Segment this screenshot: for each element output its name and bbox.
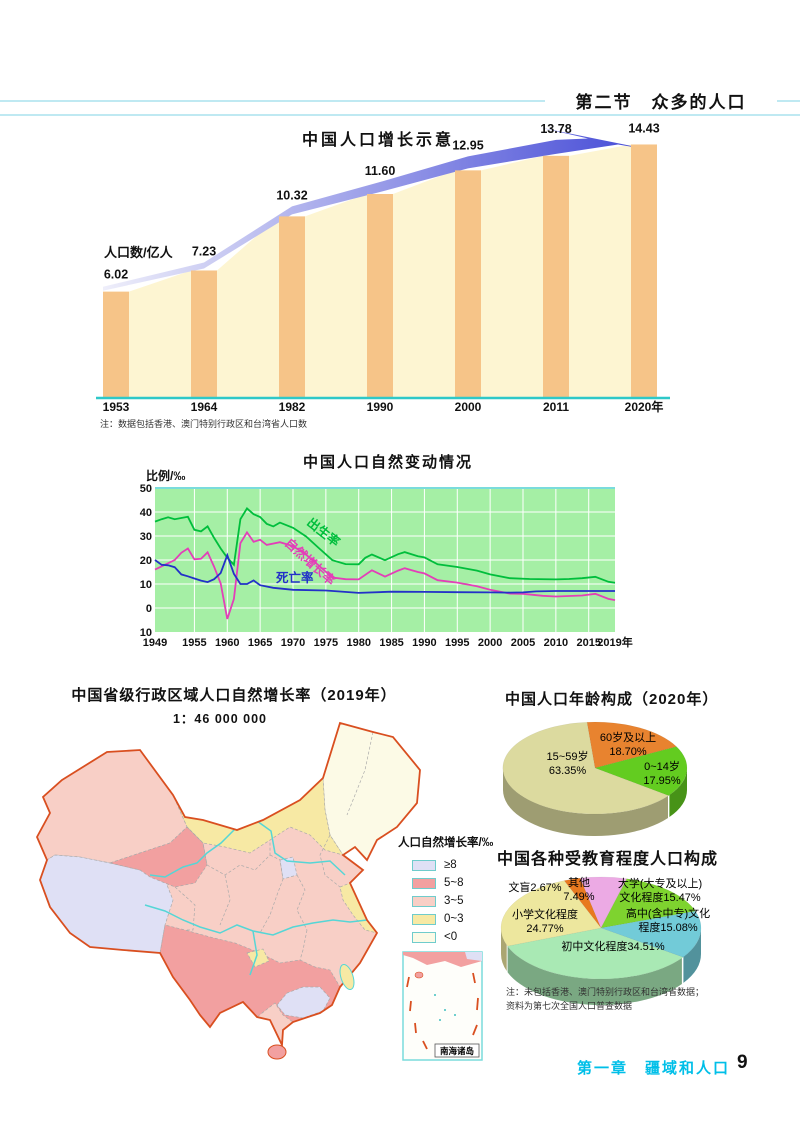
svg-text:1995: 1995 bbox=[445, 637, 469, 649]
svg-text:1955: 1955 bbox=[182, 637, 206, 649]
china-map: 南海诸岛 bbox=[35, 721, 483, 1061]
svg-text:50: 50 bbox=[140, 483, 152, 495]
age-pie-label-0-14: 0~14岁 17.95% bbox=[643, 761, 681, 788]
vital-chart-title: 中国人口自然变动情况 bbox=[302, 454, 473, 471]
legend-swatch-3-5 bbox=[412, 895, 436, 907]
growth-chart-svg: 6.02 1953 7.23 1964 10.32 1982 11.60 1990 12.95 2… bbox=[96, 122, 670, 429]
svg-text:0: 0 bbox=[146, 603, 152, 615]
svg-text:6.02: 6.02 bbox=[104, 268, 128, 282]
edu-pie-label-middleschool: 初中文化程度34.51% bbox=[561, 941, 665, 953]
legend-row: ≥8 bbox=[412, 856, 493, 874]
legend-swatch-0-3 bbox=[412, 913, 436, 925]
header-rule-bottom bbox=[0, 114, 800, 116]
svg-text:2000: 2000 bbox=[478, 637, 502, 649]
section-title: 第二节 众多的人口 bbox=[545, 88, 777, 113]
legend-swatch-ge8 bbox=[412, 859, 436, 871]
map-legend-title: 人口自然增长率/‰ bbox=[398, 837, 494, 849]
svg-text:14.43: 14.43 bbox=[628, 122, 659, 136]
svg-text:2005: 2005 bbox=[511, 637, 535, 649]
svg-text:2010: 2010 bbox=[544, 637, 568, 649]
legend-swatch-5-8 bbox=[412, 877, 436, 889]
svg-text:13.78: 13.78 bbox=[540, 122, 571, 136]
growth-chart-title: 中国人口增长示意 bbox=[301, 132, 454, 149]
svg-text:人口数/亿人: 人口数/亿人 bbox=[104, 245, 174, 260]
svg-text:1990: 1990 bbox=[412, 637, 436, 649]
legend-swatch-lt0 bbox=[412, 931, 436, 943]
inset-hainan bbox=[414, 971, 424, 979]
edu-pie-note: 注：未包括香港、澳门特别行政区和台湾省数据； 资料为第七次全国人口普查数据 bbox=[506, 987, 705, 1011]
footer-chapter: 第一章 疆域和人口 bbox=[577, 1060, 731, 1077]
footer-page-number: 9 bbox=[737, 1052, 748, 1073]
header-rule-top bbox=[0, 100, 800, 102]
legend-label-ge8: ≥8 bbox=[444, 859, 457, 871]
edu-pie-label-illiterate: 文盲2.67% bbox=[508, 882, 562, 894]
inset-mainland bbox=[403, 952, 482, 967]
inset-label: 南海诸岛 bbox=[440, 1046, 474, 1056]
hainan-island bbox=[267, 1044, 287, 1060]
svg-text:12.95: 12.95 bbox=[452, 138, 483, 152]
legend-label-5-8: 5~8 bbox=[444, 877, 464, 889]
svg-text:1980: 1980 bbox=[346, 637, 370, 649]
edu-pie-label-university: 大学(大专及以上) 文化程度15.47% bbox=[617, 878, 703, 905]
svg-text:1960: 1960 bbox=[215, 637, 239, 649]
svg-text:1970: 1970 bbox=[281, 637, 305, 649]
region-guangdong bbox=[276, 986, 331, 1019]
age-pie-svg bbox=[502, 721, 688, 837]
svg-text:30: 30 bbox=[140, 531, 152, 543]
svg-text:注：数据包括香港、澳门特别行政区和台湾省人口数: 注：数据包括香港、澳门特别行政区和台湾省人口数 bbox=[100, 418, 307, 429]
legend-row: 5~8 bbox=[412, 874, 493, 892]
svg-text:1985: 1985 bbox=[379, 637, 403, 649]
svg-text:40: 40 bbox=[140, 507, 152, 519]
svg-text:1965: 1965 bbox=[248, 637, 272, 649]
province-borders bbox=[174, 731, 374, 961]
svg-text:1949: 1949 bbox=[143, 637, 167, 649]
svg-text:1982: 1982 bbox=[279, 400, 306, 414]
svg-text:1975: 1975 bbox=[314, 637, 338, 649]
svg-text:2000: 2000 bbox=[455, 400, 482, 414]
map-legend: 人口自然增长率/‰ ≥8 5~8 3~5 0~3 <0 bbox=[398, 834, 493, 946]
south-sea-inset: 南海诸岛 bbox=[402, 951, 483, 1061]
map-title: 中国省级行政区域人口自然增长率（2019年） bbox=[71, 687, 397, 704]
age-pie-title: 中国人口年龄构成（2020年） bbox=[505, 691, 719, 708]
svg-text:10.32: 10.32 bbox=[276, 188, 307, 202]
legend-row: 3~5 bbox=[412, 892, 493, 910]
edu-pie-label-primary: 小学文化程度 24.77% bbox=[512, 909, 578, 936]
svg-text:2019年: 2019年 bbox=[597, 635, 632, 649]
svg-text:10: 10 bbox=[140, 579, 152, 591]
svg-text:11.60: 11.60 bbox=[365, 164, 396, 178]
edu-pie-svg bbox=[500, 876, 702, 1006]
svg-text:1964: 1964 bbox=[191, 400, 218, 414]
age-pie-label-15-59: 15~59岁 63.35% bbox=[546, 751, 589, 778]
legend-label-lt0: <0 bbox=[444, 931, 458, 943]
edu-pie-label-other: 其他 7.49% bbox=[563, 877, 595, 904]
edu-pie-label-highschool: 高中(含中专)文化 程度15.08% bbox=[625, 908, 711, 935]
region-chongqing bbox=[246, 948, 270, 968]
svg-text:死亡率: 死亡率 bbox=[275, 570, 314, 585]
age-pie-label-60plus: 60岁及以上 18.70% bbox=[599, 732, 657, 759]
taiwan-island bbox=[339, 963, 355, 991]
region-jiangsu bbox=[339, 882, 378, 934]
svg-text:2015: 2015 bbox=[576, 637, 600, 649]
legend-row: 0~3 bbox=[412, 910, 493, 928]
legend-label-3-5: 3~5 bbox=[444, 895, 464, 907]
svg-text:20: 20 bbox=[140, 555, 152, 567]
svg-text:7.23: 7.23 bbox=[192, 245, 216, 259]
edu-pie-title: 中国各种受教育程度人口构成 bbox=[497, 851, 719, 868]
svg-text:比例/‰: 比例/‰ bbox=[146, 468, 185, 483]
legend-row: <0 bbox=[412, 928, 493, 946]
svg-text:1953: 1953 bbox=[103, 400, 130, 414]
legend-label-0-3: 0~3 bbox=[444, 913, 464, 925]
svg-text:2020年: 2020年 bbox=[625, 399, 664, 414]
svg-text:2011: 2011 bbox=[543, 400, 569, 414]
inset-islands bbox=[434, 994, 456, 1021]
svg-text:1990: 1990 bbox=[367, 400, 394, 414]
svg-text:10: 10 bbox=[140, 627, 152, 639]
map-scale: 1：46 000 000 bbox=[172, 712, 267, 726]
